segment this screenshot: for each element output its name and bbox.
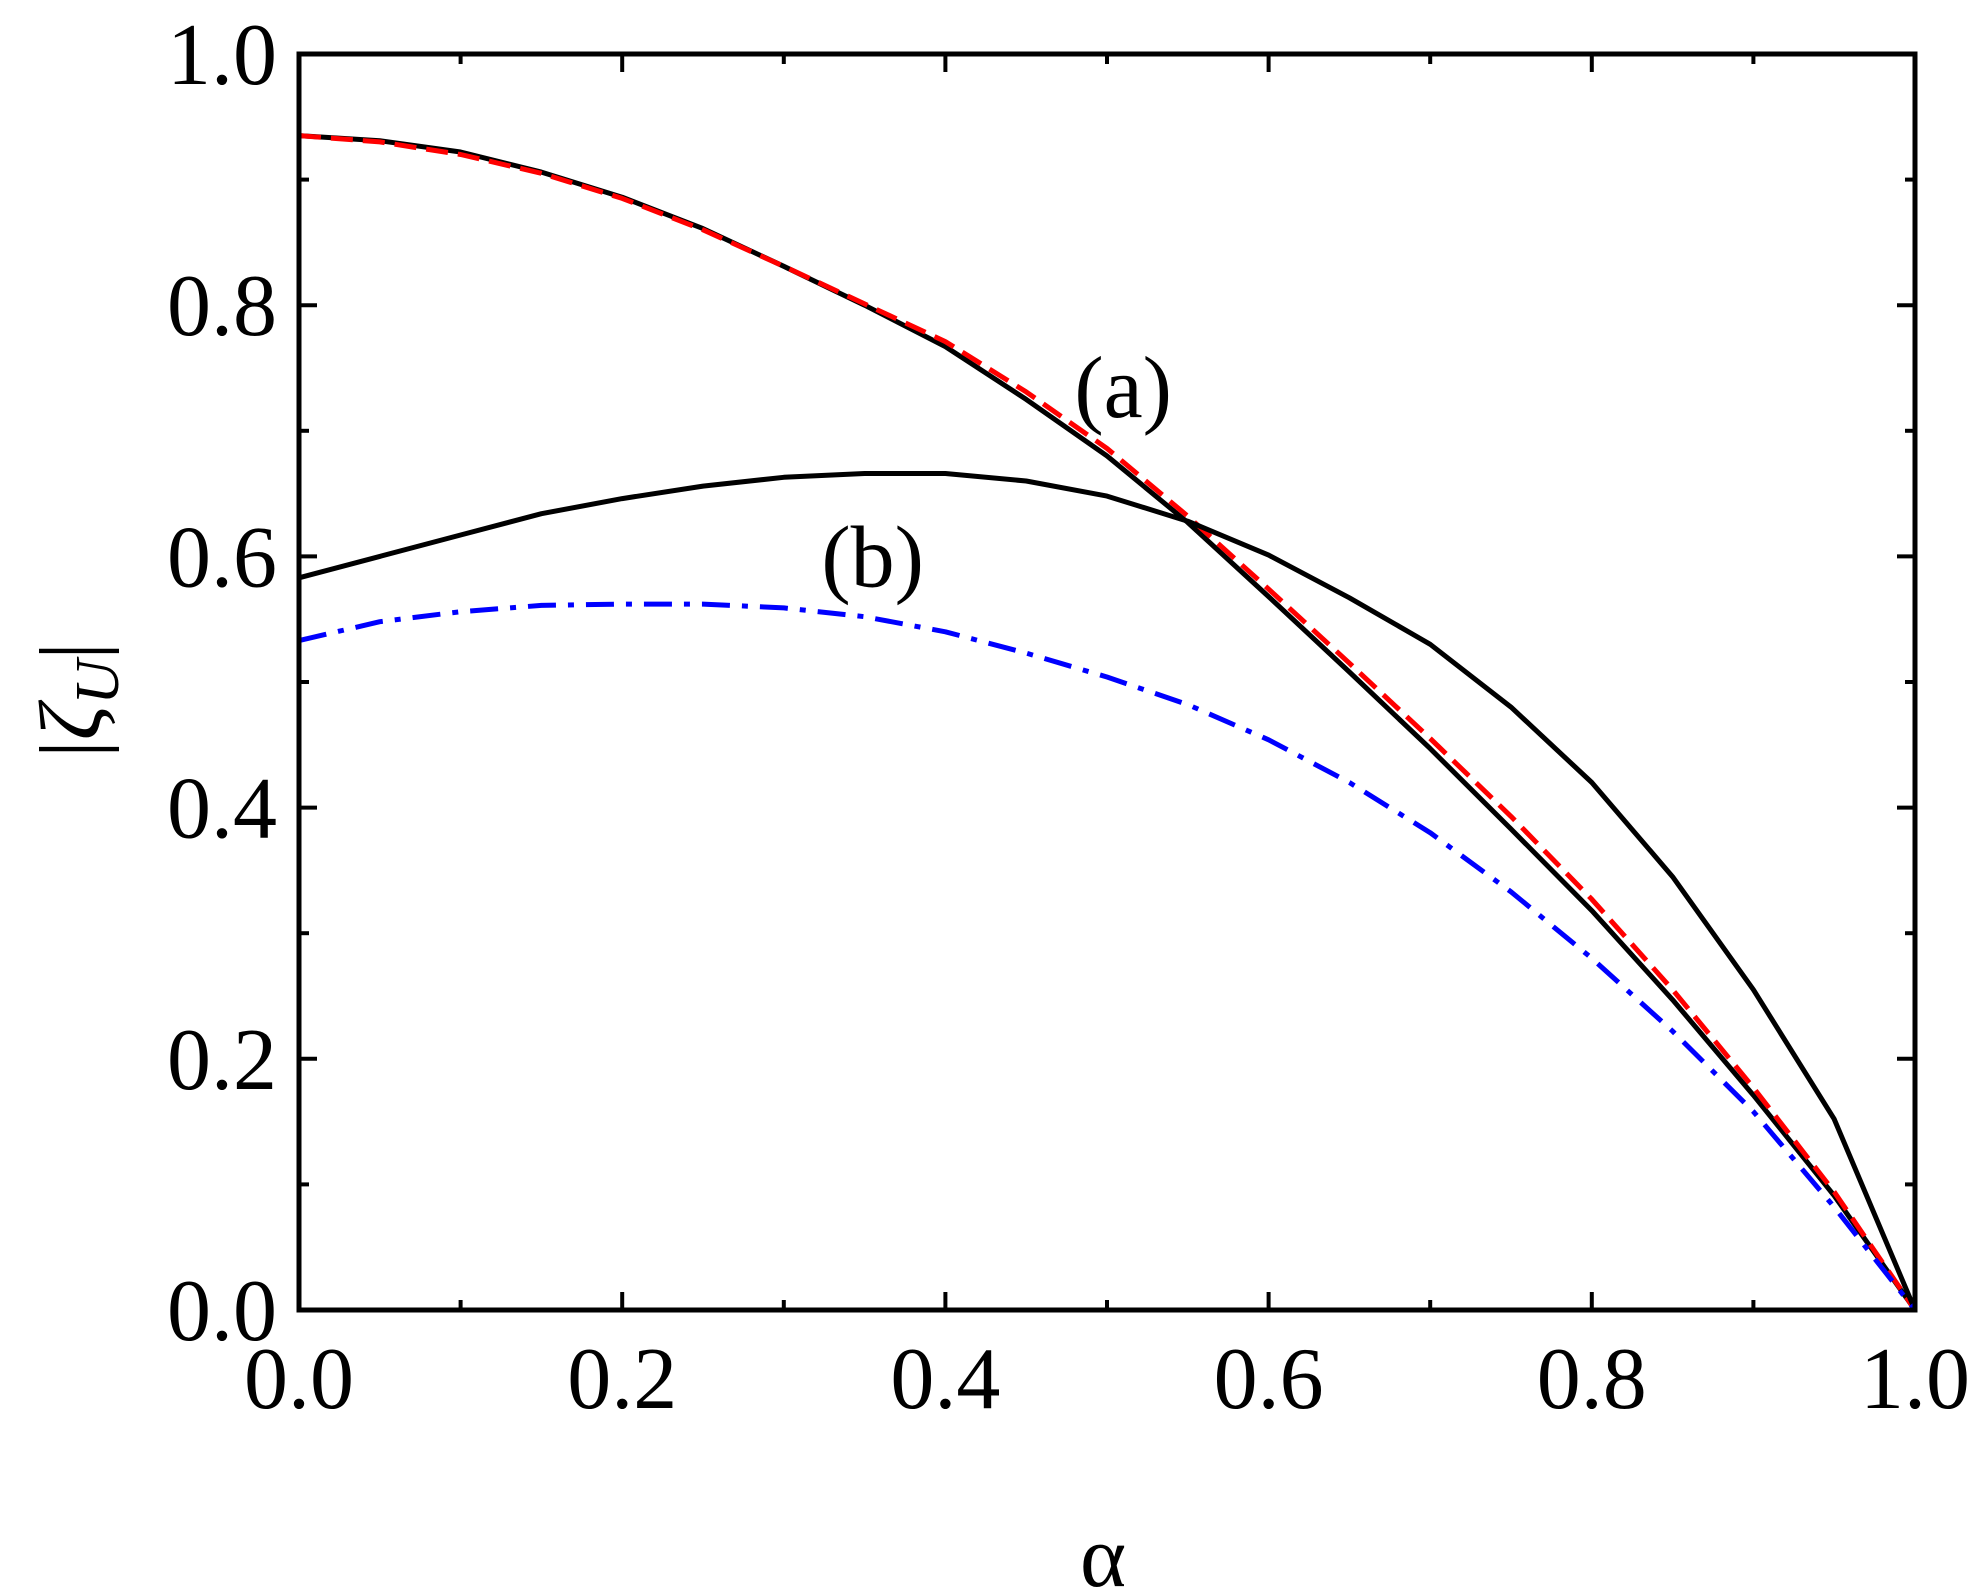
plot-frame bbox=[296, 51, 1918, 1313]
ticks-layer bbox=[299, 54, 1915, 1310]
y-tick-label: 0.2 bbox=[167, 1012, 277, 1109]
x-tick-label: 0.4 bbox=[890, 1331, 1000, 1428]
x-tick-label: 0.2 bbox=[567, 1331, 677, 1428]
x-axis-title: α bbox=[1080, 1509, 1126, 1591]
y-tick-label: 0.6 bbox=[167, 509, 277, 606]
x-tick-label: 0.0 bbox=[244, 1331, 354, 1428]
series-line-2 bbox=[298, 133, 1918, 1312]
series-line-3 bbox=[298, 471, 1918, 1311]
y-axis-title-bar-right: | bbox=[23, 642, 120, 660]
y-axis-title: |ζU| bbox=[23, 642, 132, 758]
x-tick-label: 0.8 bbox=[1537, 1331, 1647, 1428]
svg-text:|ζU|: |ζU| bbox=[23, 642, 132, 758]
curve-label-a: (a) bbox=[1074, 340, 1172, 437]
series-layer bbox=[298, 133, 1918, 1312]
labels-layer: 0.0 0.2 0.4 0.6 0.8 1.0 0.0 0.2 0.4 0.6 0.8 1.0 (a) (… bbox=[167, 7, 1970, 1428]
x-tick-label: 0.6 bbox=[1214, 1331, 1324, 1428]
y-axis-title-symbol: ζ bbox=[23, 699, 120, 740]
y-axis-title-subscript: U bbox=[64, 656, 132, 705]
y-tick-label: 0.8 bbox=[167, 258, 277, 355]
y-tick-label: 0.4 bbox=[167, 761, 277, 858]
y-tick-label: 1.0 bbox=[167, 7, 277, 104]
x-tick-label: 1.0 bbox=[1860, 1331, 1970, 1428]
y-axis-title-bar-left: | bbox=[23, 740, 120, 758]
series-line-4 bbox=[298, 601, 1917, 1312]
y-tick-label: 0.0 bbox=[167, 1263, 277, 1360]
curve-label-b: (b) bbox=[821, 509, 924, 606]
series-line-1 bbox=[298, 133, 1918, 1312]
